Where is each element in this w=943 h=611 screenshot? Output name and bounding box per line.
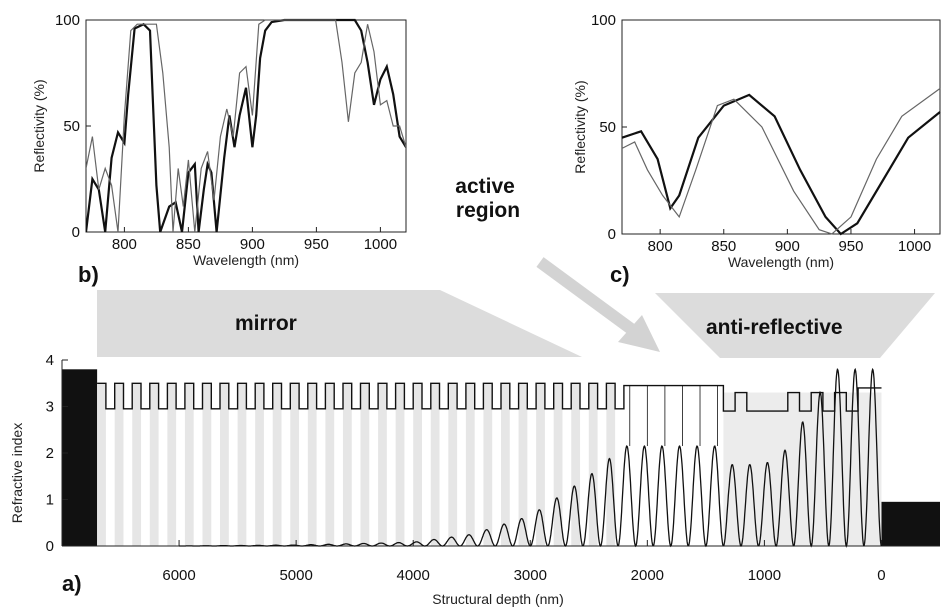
mirror-region-arrow (97, 290, 582, 357)
mirror-layer-shade (536, 383, 545, 546)
mirror-layer-shade (518, 383, 528, 546)
x-tick-label: 900 (240, 236, 265, 253)
x-axis-label: Structural depth (nm) (432, 591, 564, 607)
x-tick-label: 0 (877, 567, 885, 584)
mirror-layer-shade (202, 383, 212, 546)
anti-reflective-region-arrow (655, 293, 935, 358)
ar-layer-shade (723, 392, 882, 546)
y-tick-label: 0 (608, 226, 616, 243)
mirror-layer-shade (255, 383, 264, 546)
panel-b-reflectivity-mirror: 800 850 900 950 1000 0 50 100 Wavelength (nm) Ref… (31, 12, 407, 287)
y-tick-label: 100 (55, 12, 80, 29)
x-tick-label: 900 (775, 238, 800, 255)
x-tick-label: 850 (176, 236, 201, 253)
y-axis-label: Reflectivity (%) (31, 79, 47, 172)
mirror-layer-shade (378, 383, 387, 546)
active-region-label-line2: region (456, 199, 520, 222)
x-tick-label: 950 (304, 236, 329, 253)
x-tick-label: 1000 (364, 236, 397, 253)
mirror-layer-shade (360, 383, 370, 546)
mirror-layer-shade (237, 383, 247, 546)
reflectivity-series-1 (621, 93, 941, 236)
mirror-layer-shade (184, 383, 194, 546)
mirror-layer-shade (448, 383, 458, 546)
mirror-layer-shade (342, 383, 352, 546)
x-tick-label: 4000 (397, 567, 430, 584)
mirror-layer-shade (307, 383, 317, 546)
mirror-layer-shade (114, 383, 124, 546)
panel-letter: c) (610, 262, 630, 287)
y-tick-label: 1 (46, 492, 54, 509)
active-region-label-line1: active (455, 175, 515, 198)
x-tick-label: 1000 (748, 567, 781, 584)
refractive-index-profile (97, 382, 882, 412)
x-tick-label: 3000 (514, 567, 547, 584)
x-tick-label: 800 (648, 238, 673, 255)
y-tick-label: 100 (591, 12, 616, 29)
mirror-layer-shade (465, 383, 475, 546)
mirror-layer-shade (97, 383, 106, 546)
mirror-layer-shade (430, 383, 440, 546)
y-axis-label: Reflectivity (%) (572, 80, 588, 173)
substrate-block (62, 369, 98, 546)
x-tick-label: 1000 (898, 238, 931, 255)
mirror-layer-shade (220, 383, 229, 546)
mirror-label: mirror (235, 312, 297, 335)
panel-a-refractive-index: 0 1 2 3 4 6000 5000 4000 3000 2000 1000 0 Structural… (9, 352, 940, 607)
y-tick-label: 50 (63, 118, 80, 135)
ambient-block (881, 501, 940, 546)
x-tick-label: 800 (112, 236, 137, 253)
mirror-layer-shade (290, 383, 300, 546)
x-axis-label: Wavelength (nm) (193, 252, 299, 268)
y-tick-label: 2 (46, 445, 54, 462)
y-tick-label: 3 (46, 399, 54, 416)
reflectivity-series-2 (86, 19, 406, 233)
y-tick-label: 50 (599, 119, 616, 136)
mirror-layer-shade (413, 383, 422, 546)
panel-letter: b) (78, 262, 99, 287)
y-tick-label: 4 (46, 352, 54, 369)
x-tick-label: 5000 (279, 567, 312, 584)
x-tick-label: 850 (711, 238, 736, 255)
mirror-layer-shade (571, 383, 581, 546)
y-tick-label: 0 (46, 538, 54, 555)
mirror-layer-shade (395, 383, 405, 546)
x-axis-label: Wavelength (nm) (728, 254, 834, 270)
mirror-layer-shade (483, 383, 493, 546)
mirror-layer-shade (272, 383, 282, 546)
x-tick-label: 950 (838, 238, 863, 255)
field-intensity-curve (179, 367, 883, 548)
mirror-layer-shade (588, 383, 598, 546)
x-tick-label: 2000 (631, 567, 664, 584)
anti-reflective-label: anti-reflective (706, 316, 843, 339)
reflectivity-series-2 (621, 88, 941, 235)
plot-frame (85, 19, 407, 233)
y-axis-label: Refractive index (9, 423, 25, 523)
mirror-layer-shade (132, 383, 142, 546)
x-tick-label: 6000 (162, 567, 195, 584)
reflectivity-series-1 (86, 18, 406, 233)
y-tick-label: 0 (72, 224, 80, 241)
active-region-label: active region (455, 175, 520, 222)
panel-c-reflectivity-ar: 800 850 900 950 1000 0 50 100 Wavelength (nm) Ref… (572, 12, 941, 287)
mirror-layer-shade (553, 383, 563, 546)
active-region-arrow (536, 257, 660, 352)
mirror-layer-shade (501, 383, 510, 546)
panel-letter: a) (62, 571, 82, 596)
mirror-layer-shade (167, 383, 177, 546)
mirror-layer-shade (325, 383, 335, 546)
mirror-layer-shade (149, 383, 159, 546)
